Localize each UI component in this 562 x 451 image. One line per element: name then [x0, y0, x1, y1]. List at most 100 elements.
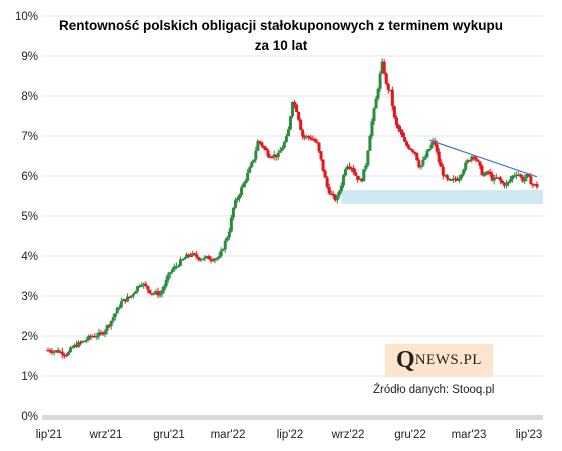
candle-up	[136, 286, 140, 292]
chart-title-line1: Rentowność polskich obligacji stałokupon…	[58, 18, 504, 33]
candle-up	[346, 166, 350, 170]
support-zone	[341, 190, 543, 204]
candle-down	[331, 194, 335, 196]
candle-up	[183, 258, 187, 260]
candle-down	[309, 137, 313, 140]
candle-up	[443, 175, 447, 177]
candle-down	[295, 104, 299, 112]
candle-up	[95, 336, 99, 338]
y-tick-label: 3%	[21, 291, 38, 303]
candle-up	[72, 344, 76, 347]
candle-up	[431, 140, 435, 145]
candle-up	[140, 285, 144, 287]
candle-up	[240, 187, 244, 195]
candle-up	[288, 116, 292, 130]
candle-down	[189, 255, 193, 258]
candle-up	[115, 307, 119, 314]
candle-down	[529, 176, 533, 185]
candle-up	[52, 351, 56, 353]
x-axis-line	[42, 415, 543, 420]
candle-down	[266, 150, 270, 157]
grid	[42, 15, 543, 420]
candle-down	[50, 351, 54, 353]
candle-up	[180, 259, 184, 261]
candle-up	[423, 157, 427, 160]
candle-down	[435, 144, 439, 152]
y-tick-label: 2%	[21, 331, 38, 343]
candle-up	[517, 174, 521, 176]
candle-up	[343, 169, 347, 176]
candle-down	[107, 325, 111, 327]
candle-down	[313, 139, 317, 142]
qnews-logo: Q NEWS.PL	[385, 344, 493, 377]
candle-down	[262, 146, 266, 148]
support-zone-rect	[341, 190, 543, 204]
candle-up	[515, 174, 519, 177]
y-tick-label: 7%	[21, 131, 38, 143]
candle-up	[388, 89, 392, 92]
candle-up	[97, 332, 101, 337]
candle-down	[535, 183, 539, 188]
candle-up	[335, 195, 339, 201]
source-note: Źródło danych: Stooq.pl	[373, 384, 495, 396]
candle-down	[390, 89, 394, 107]
candle-down	[48, 350, 52, 352]
candle-down	[403, 137, 407, 142]
candle-up	[117, 307, 121, 309]
y-axis-ticks: 0% 1% 2% 3% 4% 5% 6% 7% 8% 9% 10%	[15, 11, 38, 423]
candle-down	[187, 254, 191, 256]
x-axis-ticks: lip'21 wrz'21 gru'21 mar'22 lip'22 wrz'22 gru'…	[36, 429, 543, 441]
candle-up	[533, 183, 537, 186]
candle-up	[229, 217, 233, 232]
candle-down	[333, 195, 337, 201]
candle-up	[362, 169, 366, 182]
candle-up	[138, 285, 142, 288]
candle-down	[268, 156, 272, 158]
x-tick-label: gru'22	[394, 429, 426, 441]
candle-up	[217, 256, 221, 259]
candle-up	[256, 141, 260, 151]
candle-down	[386, 83, 390, 90]
candle-up	[160, 290, 164, 294]
candle-up	[223, 240, 227, 250]
candle-down	[411, 149, 415, 152]
candle-up	[85, 339, 89, 342]
candle-up	[178, 259, 182, 266]
candle-down	[348, 166, 352, 168]
candle-down	[93, 336, 97, 338]
candle-down	[490, 174, 494, 181]
candle-up	[134, 291, 138, 294]
candle-up	[77, 342, 81, 348]
candle-up	[482, 174, 486, 177]
candle-up	[280, 147, 284, 151]
candle-up	[506, 181, 510, 184]
candle-up	[248, 167, 252, 173]
y-tick-label: 0%	[21, 411, 38, 423]
candle-down	[46, 350, 50, 352]
candle-down	[315, 141, 319, 144]
candle-down	[486, 171, 490, 174]
candle-down	[209, 259, 213, 261]
candle-down	[502, 183, 506, 186]
candles	[46, 58, 539, 359]
candle-up	[419, 165, 423, 168]
candle-up	[272, 154, 276, 157]
candle-down	[488, 171, 492, 175]
candle-down	[392, 106, 396, 118]
candle-up	[162, 286, 166, 291]
candle-up	[254, 150, 258, 160]
candle-up	[83, 340, 87, 343]
candle-up	[370, 121, 374, 136]
candle-up	[427, 148, 431, 152]
candle-up	[374, 98, 378, 109]
candle-up	[213, 258, 217, 261]
y-tick-label: 10%	[15, 11, 38, 23]
candle-up	[231, 207, 235, 218]
candle-up	[525, 174, 529, 179]
candle-up	[132, 293, 136, 296]
candle-down	[264, 147, 268, 151]
candle-down	[445, 175, 449, 179]
chart-title-line2: za 10 lat	[254, 38, 308, 53]
candle-up	[172, 266, 176, 270]
